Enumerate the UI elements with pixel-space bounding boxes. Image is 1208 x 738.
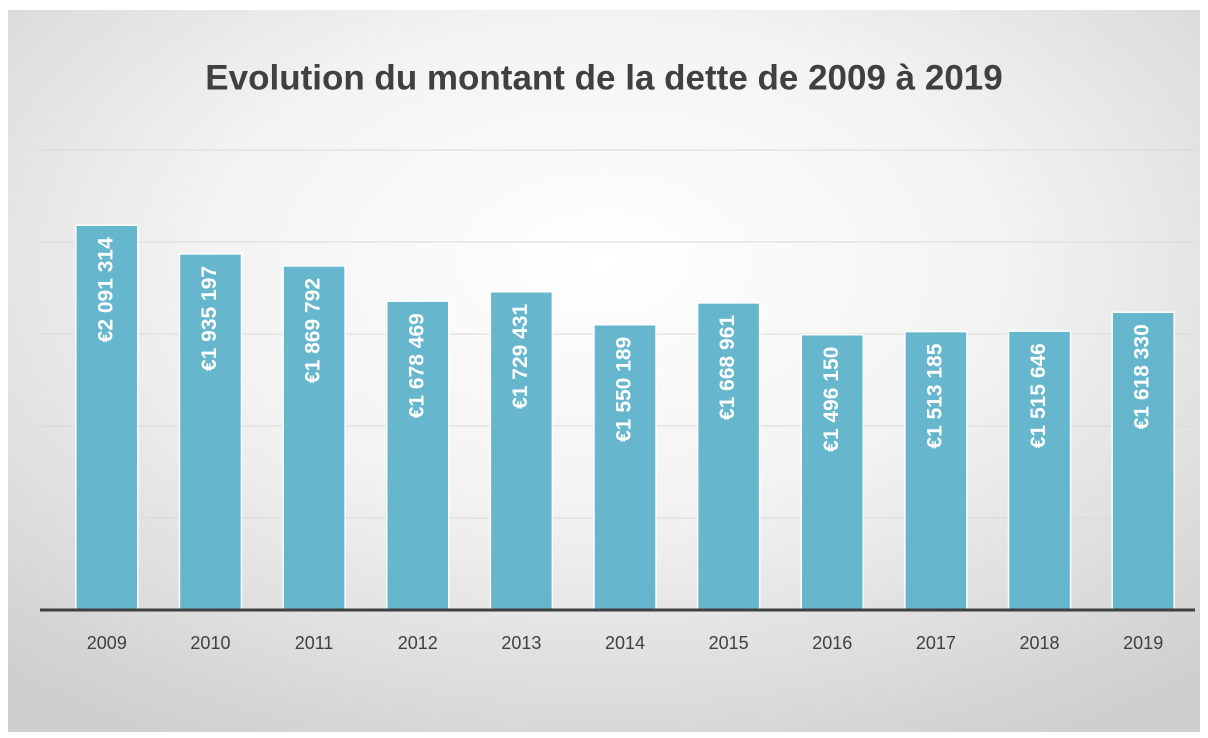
x-tick-label: 2015 — [709, 633, 749, 653]
x-tick-label: 2009 — [87, 633, 127, 653]
x-tick-label: 2016 — [812, 633, 852, 653]
data-label: €1 678 469 — [405, 313, 428, 418]
data-label: €1 496 150 — [820, 347, 843, 452]
bar — [696, 302, 761, 611]
chart-title: Evolution du montant de la dette de 2009… — [205, 58, 1002, 97]
x-tick-label: 2019 — [1123, 633, 1163, 653]
data-label: €1 550 189 — [613, 337, 636, 442]
x-tick-label: 2014 — [605, 633, 645, 653]
bar — [1007, 330, 1072, 611]
data-label: €1 869 792 — [302, 278, 325, 383]
data-label: €1 668 961 — [716, 315, 739, 420]
data-label: €1 935 197 — [198, 266, 221, 371]
x-tick-label: 2011 — [295, 633, 334, 653]
x-tick-label: 2017 — [916, 633, 956, 653]
bar — [904, 330, 968, 611]
x-tick-label: 2010 — [190, 633, 230, 653]
x-tick-label: 2012 — [398, 633, 438, 653]
data-label: €1 618 330 — [1131, 324, 1154, 429]
bar — [800, 333, 865, 611]
bar — [75, 224, 139, 611]
data-label: €2 091 314 — [94, 237, 117, 342]
x-tick-label: 2018 — [1020, 633, 1060, 653]
x-tick-label: 2013 — [501, 633, 541, 653]
data-label: €1 729 431 — [509, 303, 532, 408]
bar — [1111, 311, 1175, 611]
data-label: €1 513 185 — [923, 343, 946, 448]
bar — [593, 324, 657, 611]
data-label: €1 515 646 — [1027, 343, 1050, 448]
